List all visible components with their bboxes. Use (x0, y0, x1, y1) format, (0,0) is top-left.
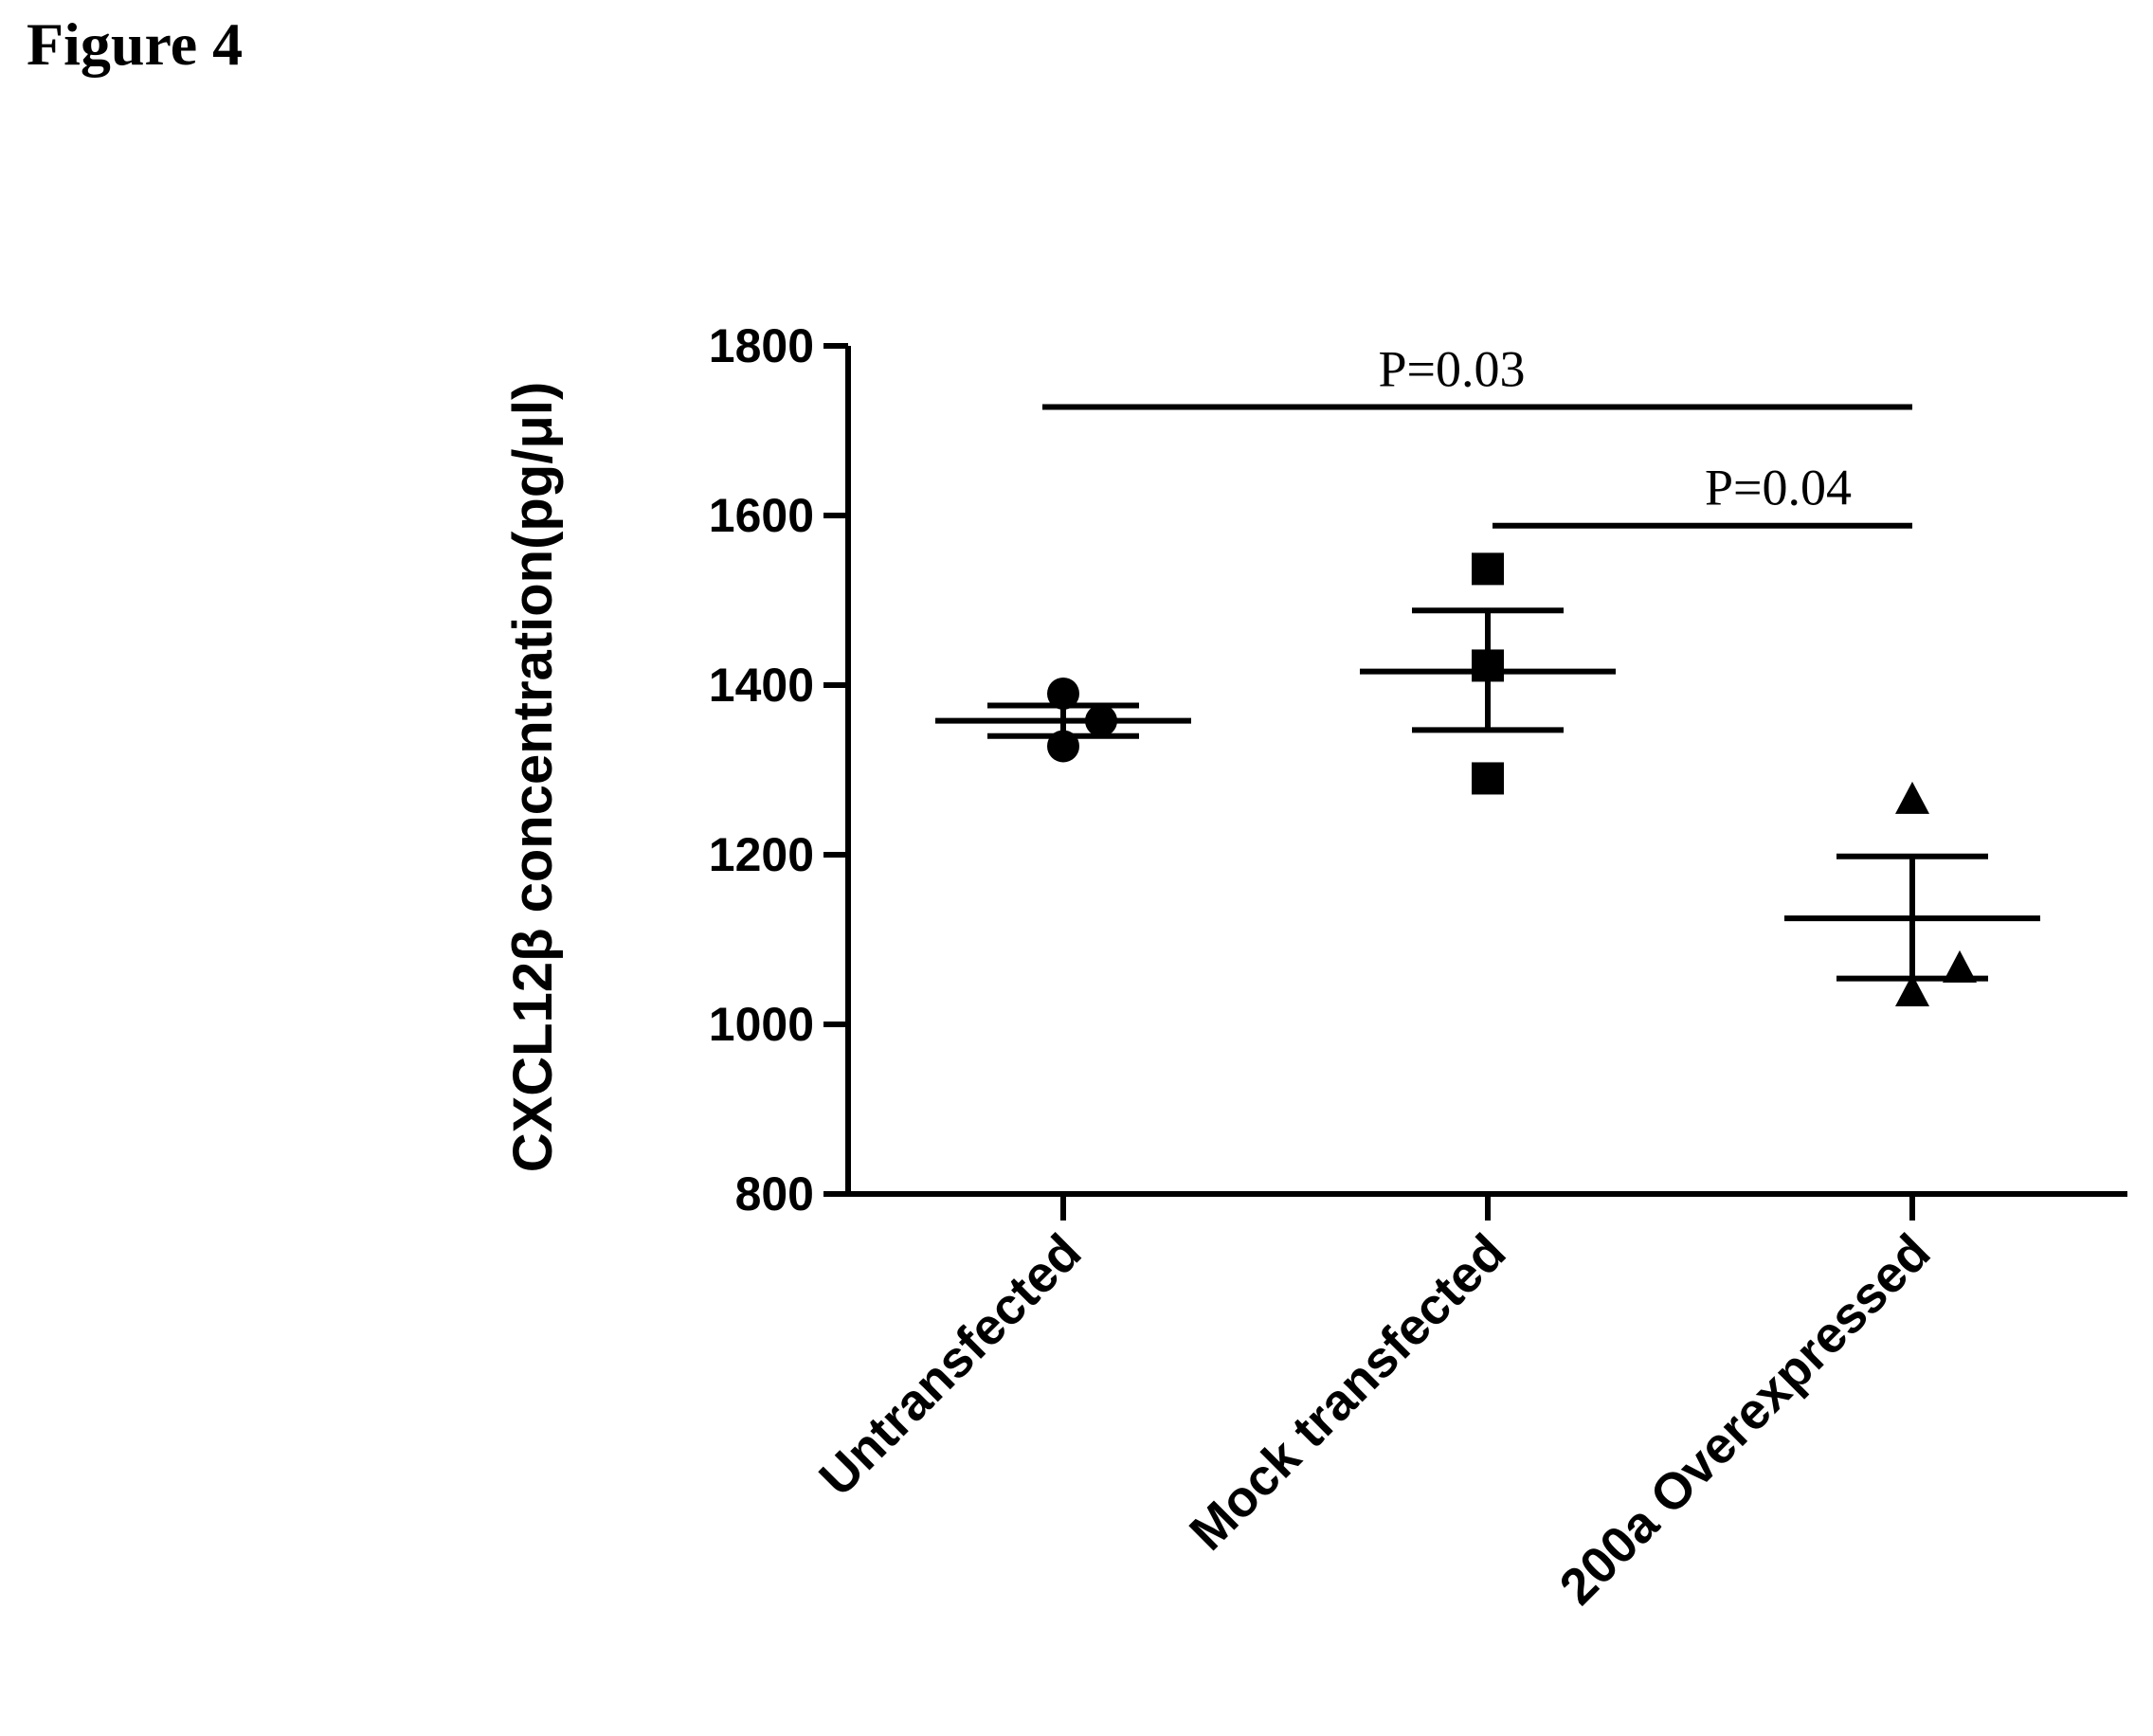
p-value-label: P=0.03 (1379, 340, 1526, 397)
data-point-circle (1085, 704, 1117, 737)
data-point-square (1472, 649, 1504, 682)
x-tick-label: Untransfected (808, 1223, 1092, 1507)
p-value-label: P=0.04 (1705, 460, 1852, 516)
data-point-circle (1047, 677, 1079, 710)
y-tick-label: 1200 (709, 828, 814, 881)
data-point-square (1472, 552, 1504, 586)
y-tick-label: 800 (735, 1167, 814, 1221)
x-tick-label: 200a Overexpressed (1549, 1223, 1942, 1616)
y-axis-label: CXCL12β concentration(pg/μl) (502, 382, 564, 1173)
data-point-triangle (1895, 973, 1929, 1006)
y-tick-label: 1400 (709, 659, 814, 712)
data-point-triangle (1895, 781, 1929, 814)
y-tick-label: 1000 (709, 998, 814, 1051)
figure-title: Figure 4 (27, 10, 244, 78)
y-tick-label: 1600 (709, 489, 814, 542)
data-point-square (1472, 762, 1504, 795)
data-point-circle (1047, 730, 1079, 763)
data-point-triangle (1943, 949, 1977, 983)
y-tick-label: 1800 (709, 319, 814, 372)
x-tick-label: Mock transfected (1179, 1223, 1516, 1561)
